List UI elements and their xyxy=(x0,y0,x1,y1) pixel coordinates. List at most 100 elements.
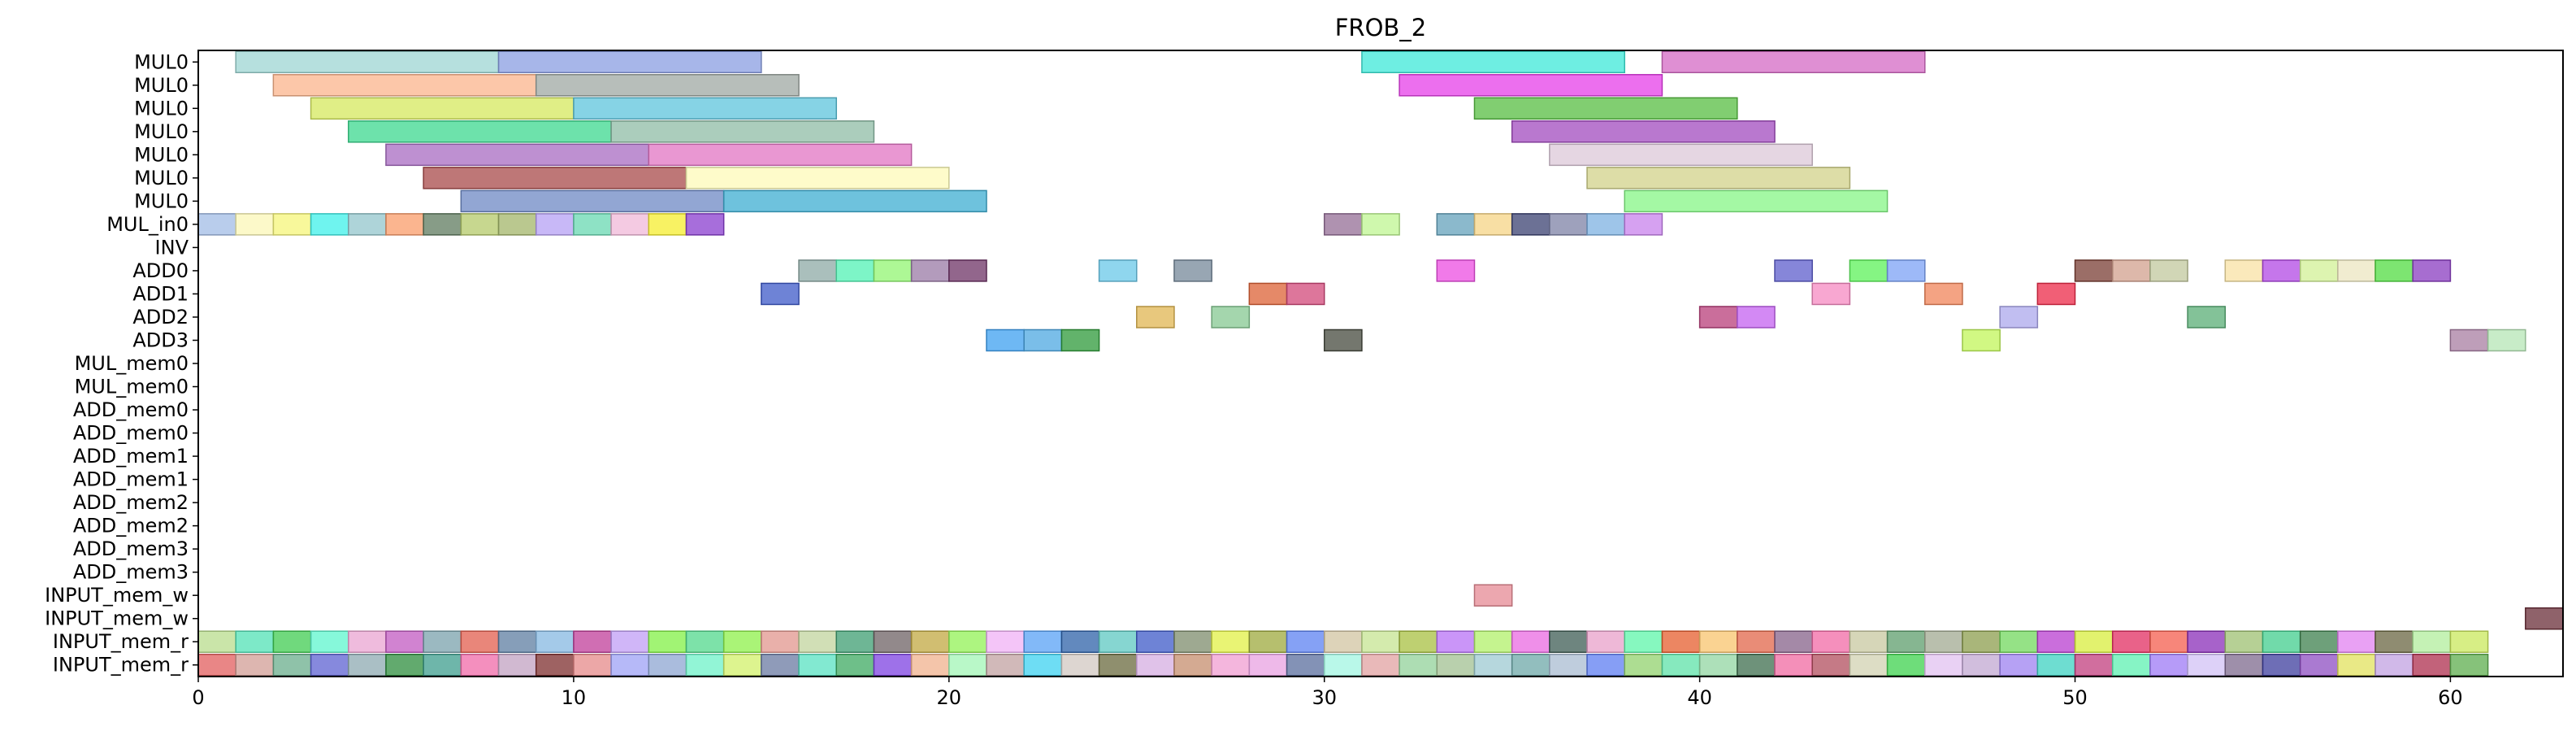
chart-title: FROB_2 xyxy=(1335,14,1427,41)
task-bar xyxy=(2337,653,2376,677)
task-bar xyxy=(1248,630,1288,653)
task-bar xyxy=(235,630,275,653)
task-bar xyxy=(1624,189,1889,213)
task-bar xyxy=(685,213,725,236)
task-bar xyxy=(1849,259,1889,282)
task-bar xyxy=(535,74,800,97)
task-bar xyxy=(1286,282,1325,306)
task-bar xyxy=(348,120,612,143)
y-tick-label: ADD_mem1 xyxy=(73,445,189,468)
plot-frame xyxy=(197,50,2564,677)
task-bar xyxy=(2449,630,2489,653)
task-bar xyxy=(2449,329,2489,352)
task-bar xyxy=(986,653,1025,677)
task-bar xyxy=(685,653,725,677)
task-bar xyxy=(2036,630,2076,653)
task-bar xyxy=(2299,653,2339,677)
task-bar xyxy=(1473,97,1738,120)
task-bar xyxy=(2224,259,2264,282)
task-bar xyxy=(648,630,687,653)
task-bar xyxy=(2149,630,2188,653)
task-bar xyxy=(1698,653,1738,677)
task-bar xyxy=(1361,630,1400,653)
task-bar xyxy=(1586,630,1625,653)
task-bar xyxy=(1924,653,1963,677)
task-bar xyxy=(1473,630,1513,653)
task-bar xyxy=(1060,630,1100,653)
task-bar xyxy=(1211,306,1251,329)
task-bar xyxy=(573,653,612,677)
task-bar xyxy=(948,259,987,282)
task-bar xyxy=(1661,630,1701,653)
task-bar xyxy=(685,167,950,189)
task-bar xyxy=(2224,653,2264,677)
task-bar xyxy=(2374,653,2413,677)
task-bar xyxy=(1886,630,1926,653)
task-bar xyxy=(1999,630,2039,653)
task-bar xyxy=(1849,653,1889,677)
task-bar xyxy=(2299,630,2339,653)
task-bar xyxy=(348,630,387,653)
task-bar xyxy=(1549,630,1588,653)
y-tick-label: ADD_mem3 xyxy=(73,561,189,584)
task-bar xyxy=(1661,653,1701,677)
task-bar xyxy=(2337,630,2376,653)
task-bar xyxy=(1361,653,1400,677)
task-bar xyxy=(310,213,349,236)
task-bar xyxy=(310,630,349,653)
y-tick-label: ADD2 xyxy=(132,306,189,329)
task-bar xyxy=(2149,259,2188,282)
task-bar xyxy=(873,630,913,653)
y-axis-labels: MUL0MUL0MUL0MUL0MUL0MUL0MUL0MUL_in0INVAD… xyxy=(45,50,198,677)
task-bar xyxy=(385,653,424,677)
task-bar xyxy=(910,630,950,653)
task-bar xyxy=(1060,653,1100,677)
task-bar xyxy=(2111,630,2151,653)
task-bar xyxy=(1624,653,1663,677)
task-bar xyxy=(761,653,800,677)
task-bar xyxy=(1136,653,1175,677)
task-bar xyxy=(1811,282,1851,306)
y-tick-label: MUL_in0 xyxy=(106,213,189,236)
task-bar xyxy=(1624,213,1663,236)
task-bar xyxy=(1173,630,1212,653)
task-bar xyxy=(460,630,500,653)
task-bar xyxy=(610,120,875,143)
task-bar xyxy=(1211,630,1251,653)
x-tick-label: 30 xyxy=(1312,686,1337,709)
task-bar xyxy=(1962,329,2001,352)
task-bar xyxy=(1774,259,1813,282)
task-bar xyxy=(497,213,537,236)
task-bar xyxy=(1774,653,1813,677)
task-bar xyxy=(235,653,275,677)
task-bar xyxy=(573,213,612,236)
task-bar xyxy=(1323,329,1363,352)
task-bar xyxy=(1849,630,1889,653)
task-bar xyxy=(610,653,650,677)
task-bar xyxy=(2036,282,2076,306)
task-bar xyxy=(197,630,236,653)
y-tick-label: ADD1 xyxy=(132,282,189,305)
task-bar xyxy=(1361,213,1400,236)
task-bar xyxy=(1286,653,1325,677)
task-bar xyxy=(1924,630,1963,653)
task-bar xyxy=(2412,630,2452,653)
task-bar xyxy=(573,97,837,120)
task-bar xyxy=(2487,329,2526,352)
y-tick-label: MUL0 xyxy=(134,50,189,73)
task-bar xyxy=(1248,653,1288,677)
x-tick-label: 40 xyxy=(1687,686,1712,709)
y-tick-label: INPUT_mem_r xyxy=(53,630,189,653)
task-bar xyxy=(1511,213,1550,236)
y-tick-label: ADD_mem3 xyxy=(73,537,189,560)
task-bar xyxy=(1586,653,1625,677)
x-tick-label: 20 xyxy=(937,686,962,709)
task-bar xyxy=(1473,653,1513,677)
task-bar xyxy=(573,630,612,653)
task-bar xyxy=(1811,653,1851,677)
task-bar xyxy=(2374,259,2413,282)
task-bar xyxy=(1173,259,1212,282)
task-bar xyxy=(385,213,424,236)
task-bar xyxy=(2074,259,2114,282)
y-tick-label: ADD_mem2 xyxy=(73,491,189,514)
